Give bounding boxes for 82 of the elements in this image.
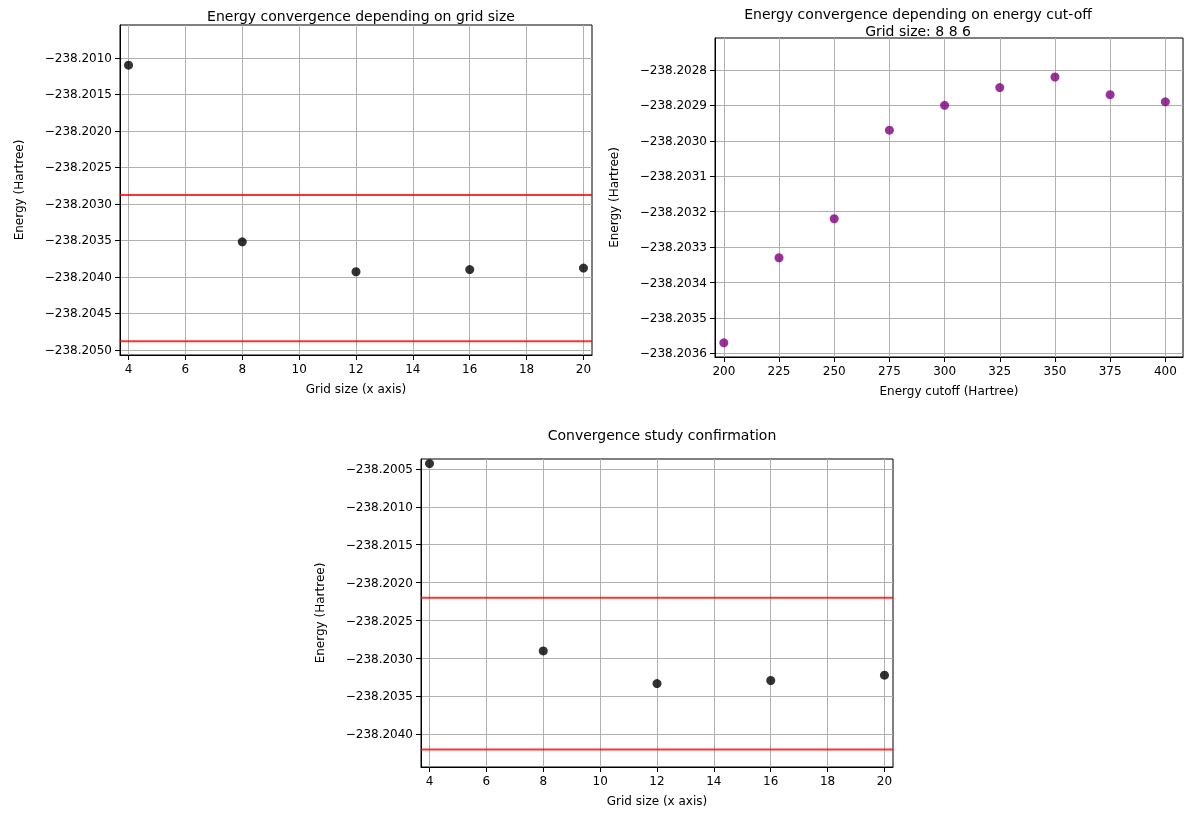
y-tick-label: −238.2028 [639, 62, 707, 77]
point [829, 214, 839, 224]
y-tick-label: −238.2031 [639, 169, 707, 184]
y-axis-title: Energy (Hartree) [12, 139, 26, 241]
point [1105, 90, 1115, 100]
y-tick-label: −238.2036 [639, 346, 707, 361]
x-tick-label: 6 [181, 362, 190, 376]
x-tick-label: 300 [933, 364, 957, 378]
point [124, 60, 134, 70]
x-tick-label: 400 [1153, 364, 1177, 378]
x-tick-label: 250 [822, 364, 846, 378]
point [538, 646, 548, 656]
y-tick-label: −238.2040 [345, 727, 413, 742]
x-tick-label: 12 [649, 774, 665, 788]
chart-title: Energy convergence depending on grid size [207, 8, 515, 24]
point [237, 237, 247, 247]
y-tick-label: −238.2015 [345, 537, 413, 552]
point [1050, 72, 1060, 82]
chart-subtitle: Grid size: 8 8 6 [865, 23, 971, 39]
x-axis-title: Grid size (x axis) [606, 794, 708, 808]
chart-title: Energy convergence depending on energy cut-off [744, 6, 1093, 22]
x-tick-label: 225 [767, 364, 791, 378]
x-tick-label: 16 [462, 362, 478, 376]
point [884, 125, 894, 135]
y-tick-label: −238.2010 [44, 50, 112, 65]
x-tick-label: 18 [518, 362, 535, 376]
x-tick-label: 20 [575, 362, 592, 376]
y-tick-label: −238.2025 [345, 613, 413, 628]
point [465, 265, 475, 275]
y-tick-label: −238.2020 [44, 123, 112, 138]
point [774, 253, 784, 263]
x-axis-title: Energy cutoff (Hartree) [879, 384, 1019, 398]
x-tick-label: 350 [1043, 364, 1067, 378]
x-tick-label: 20 [876, 774, 893, 788]
x-tick-label: 14 [405, 362, 421, 376]
x-axis-title: Grid size (x axis) [305, 382, 407, 396]
y-tick-label: −238.2030 [345, 651, 413, 666]
point [719, 338, 729, 348]
point [766, 676, 776, 686]
y-tick-label: −238.2035 [345, 689, 413, 704]
y-tick-label: −238.2020 [345, 575, 413, 590]
y-tick-label: −238.2040 [44, 269, 112, 284]
y-tick-label: −238.2015 [44, 87, 112, 102]
x-tick-label: 275 [877, 364, 901, 378]
x-tick-label: 6 [482, 774, 491, 788]
x-tick-label: 12 [348, 362, 364, 376]
chart-title: Convergence study confirmation [547, 427, 777, 443]
x-tick-label: 325 [988, 364, 1012, 378]
y-tick-label: −238.2050 [44, 342, 112, 357]
x-tick-label: 10 [291, 362, 307, 376]
y-tick-label: −238.2032 [639, 204, 707, 219]
y-axis-title: Energy (Hartree) [313, 562, 327, 664]
x-tick-label: 8 [539, 774, 548, 788]
y-tick-label: −238.2005 [345, 461, 413, 476]
y-tick-label: −238.2030 [639, 133, 707, 148]
x-tick-label: 4 [124, 362, 133, 376]
point [1160, 97, 1170, 107]
y-tick-label: −238.2035 [639, 311, 707, 326]
y-tick-label: −238.2045 [44, 306, 112, 321]
y-tick-label: −238.2033 [639, 240, 707, 255]
x-tick-label: 10 [592, 774, 608, 788]
point [652, 679, 662, 689]
y-tick-label: −238.2029 [639, 98, 707, 113]
point [425, 459, 435, 469]
y-tick-label: −238.2010 [345, 499, 413, 514]
point [879, 670, 889, 680]
y-tick-label: −238.2035 [44, 233, 112, 248]
y-tick-label: −238.2034 [639, 275, 707, 290]
x-tick-label: 14 [706, 774, 722, 788]
y-axis-title: Energy (Hartree) [607, 147, 621, 248]
x-tick-label: 375 [1098, 364, 1122, 378]
y-tick-label: −238.2030 [44, 196, 112, 211]
point [351, 267, 361, 277]
point [995, 83, 1005, 93]
x-tick-label: 8 [238, 362, 247, 376]
x-tick-label: 16 [763, 774, 779, 788]
x-tick-label: 200 [712, 364, 736, 378]
point [578, 263, 588, 273]
point [940, 100, 950, 110]
x-tick-label: 18 [819, 774, 836, 788]
y-tick-label: −238.2025 [44, 160, 112, 175]
x-tick-label: 4 [425, 774, 434, 788]
